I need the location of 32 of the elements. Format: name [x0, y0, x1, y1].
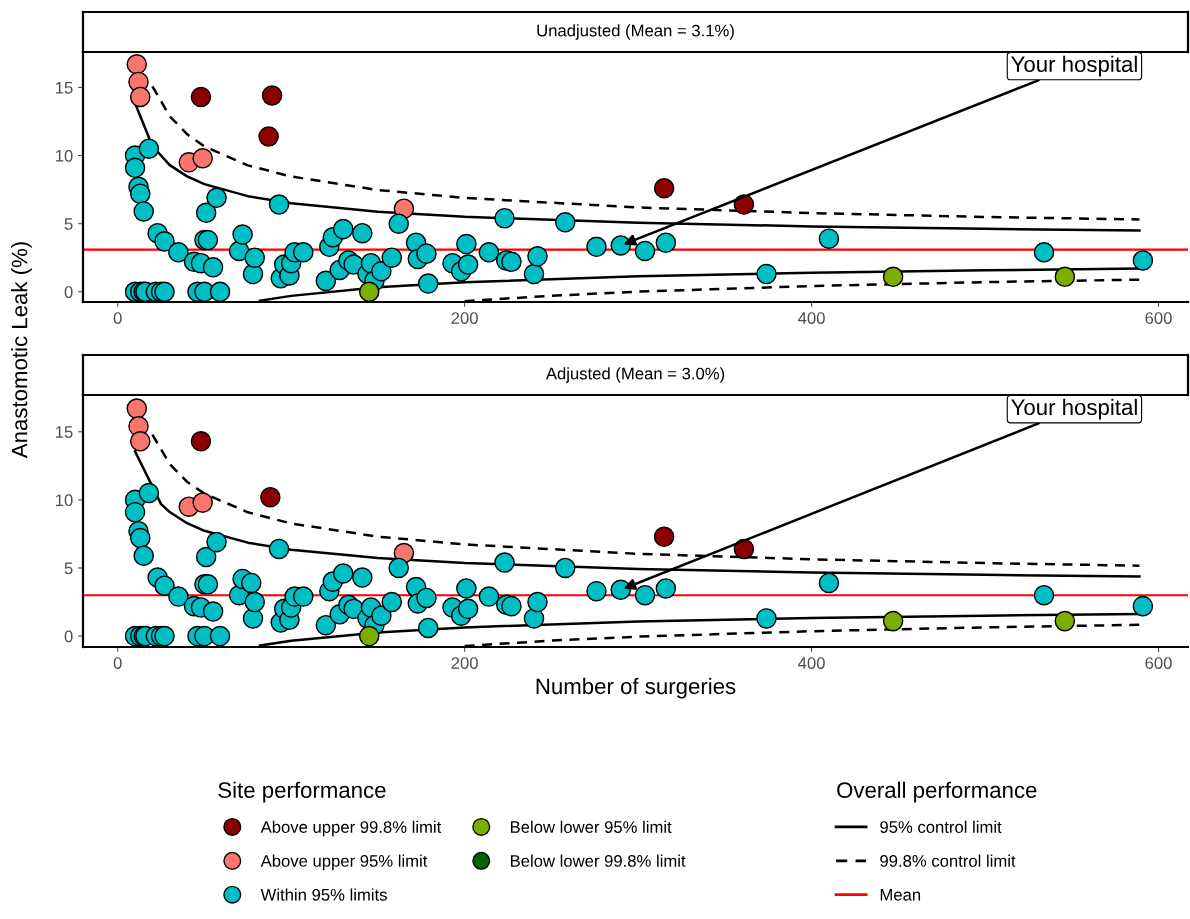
legend-label: Below lower 95% limit — [510, 820, 672, 833]
y-tick-label: 0 — [64, 286, 73, 298]
x-tick-label: 600 — [1145, 312, 1172, 324]
y-tick-label: 10 — [56, 494, 73, 507]
annotation: Your hospital — [1011, 398, 1137, 420]
y-tick-label: 5 — [64, 218, 73, 230]
x-tick-label: 600 — [1145, 657, 1172, 669]
legend-title: Overall performance — [837, 781, 1037, 803]
x-tick-label: 200 — [451, 657, 478, 669]
legend-label: Within 95% limits — [260, 888, 387, 901]
legend-label: 95% control limit — [880, 820, 1002, 833]
y-tick-label: 15 — [56, 82, 73, 94]
y-tick-label: 10 — [56, 149, 73, 162]
annotation: Your hospital — [1011, 55, 1137, 77]
y-axis-title: Anastomotic Leak (%) — [11, 242, 32, 459]
y-tick-label: 15 — [56, 426, 73, 438]
x-tick-label: 400 — [798, 657, 825, 669]
x-tick-label: 400 — [798, 312, 825, 324]
x-tick-label: 0 — [113, 657, 122, 669]
legend-label: Above upper 99.8% limit — [260, 820, 442, 837]
legend-label: Below lower 99.8% limit — [510, 854, 686, 867]
chart-title: Unadjusted (Mean = 3.1%) — [537, 24, 734, 40]
legend-title: Site performance — [218, 781, 386, 803]
x-tick-label: 0 — [113, 312, 122, 324]
x-tick-label: 200 — [451, 312, 478, 324]
legend-label: Above upper 95% limit — [260, 854, 428, 871]
x-axis-title: Number of surgeries — [536, 677, 736, 699]
y-tick-label: 5 — [64, 562, 73, 575]
legend-label: 99.8% control limit — [880, 854, 1016, 867]
legend-label: Mean — [880, 889, 921, 901]
y-tick-label: 0 — [64, 630, 73, 643]
chart-title: Adjusted (Mean = 3.0%) — [545, 367, 725, 383]
